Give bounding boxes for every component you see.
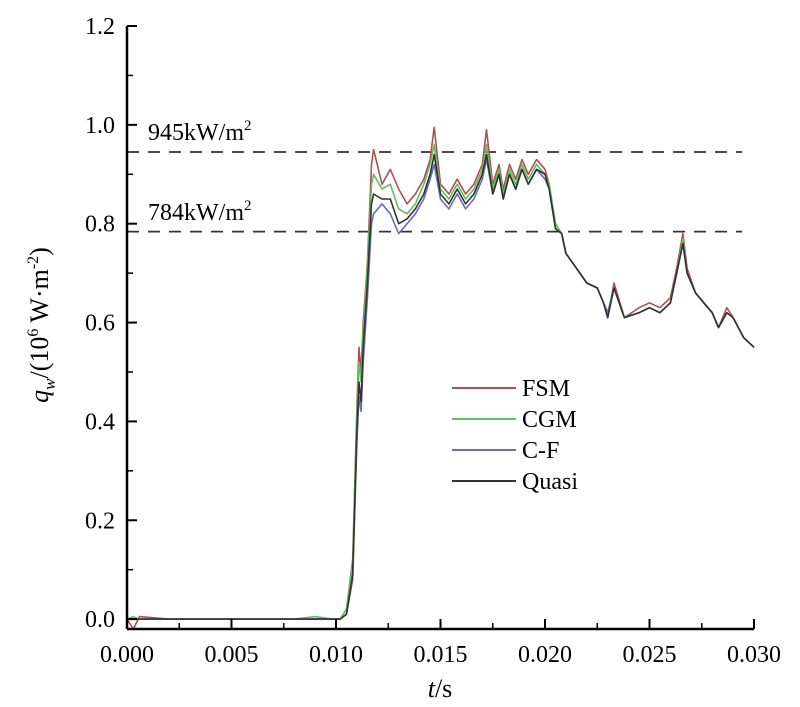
x-tick-label: 0.020 bbox=[518, 642, 572, 668]
x-tick-label: 0.030 bbox=[727, 642, 781, 668]
series-lines bbox=[126, 126, 755, 630]
legend-label-fsm: FSM bbox=[522, 376, 570, 402]
x-tick-label: 0.015 bbox=[414, 642, 468, 668]
y-axis-unit-prefix: /(10 bbox=[25, 337, 54, 379]
series-line-quasi bbox=[127, 153, 755, 620]
ref-label-945-text: 945kW/m bbox=[148, 120, 244, 146]
y-tick-label: 0.4 bbox=[85, 409, 115, 435]
y-tick-label: 0.2 bbox=[85, 508, 115, 534]
ref-label-945: 945kW/m2 bbox=[148, 118, 252, 146]
y-axis-title: qw/(106 W·m-2) bbox=[25, 247, 59, 403]
ref-label-945-exp: 2 bbox=[244, 118, 252, 134]
x-tick-label: 0.005 bbox=[205, 642, 259, 668]
x-tick-label: 0.010 bbox=[309, 642, 363, 668]
axes bbox=[125, 25, 755, 631]
y-axis-unit-exp: 6 bbox=[25, 329, 42, 337]
y-tick-label: 0.6 bbox=[85, 311, 115, 337]
legend: FSM CGM C-F Quasi bbox=[452, 376, 578, 495]
y-tick-label: 0.0 bbox=[85, 607, 115, 633]
ref-label-784: 784kW/m2 bbox=[148, 198, 252, 226]
legend-label-cf: C-F bbox=[522, 438, 559, 464]
y-axis-var: q bbox=[25, 390, 54, 403]
x-tick-label: 0.025 bbox=[623, 642, 677, 668]
legend-item-cf: C-F bbox=[452, 438, 559, 464]
y-tick-label: 1.2 bbox=[85, 14, 115, 40]
y-axis-unit-exp2: -2 bbox=[25, 256, 42, 269]
tick-labels: 0.0 0.2 0.4 0.6 0.8 1.0 1.2 0.000 0.005 0.010 0.01… bbox=[85, 14, 781, 668]
legend-item-cgm: CGM bbox=[452, 407, 577, 433]
y-axis-var-sub: w bbox=[40, 378, 59, 390]
x-axis-title: t/s bbox=[428, 674, 453, 703]
series-line-cf bbox=[127, 158, 755, 620]
ref-label-784-text: 784kW/m bbox=[148, 200, 244, 226]
x-tick-label: 0.000 bbox=[100, 642, 154, 668]
x-axis-var: t bbox=[428, 674, 436, 703]
y-tick-label: 0.8 bbox=[85, 212, 115, 238]
y-tick-label: 1.0 bbox=[85, 113, 115, 139]
legend-label-cgm: CGM bbox=[522, 407, 577, 433]
legend-label-quasi: Quasi bbox=[522, 469, 578, 495]
ref-label-784-exp: 2 bbox=[244, 198, 252, 214]
reference-lines bbox=[127, 151, 742, 233]
legend-item-fsm: FSM bbox=[452, 376, 570, 402]
y-axis-unit-suffix: ) bbox=[25, 247, 54, 256]
legend-item-quasi: Quasi bbox=[452, 469, 578, 495]
y-axis-unit-mid: W·m bbox=[25, 269, 54, 328]
x-axis-unit: /s bbox=[435, 674, 452, 703]
